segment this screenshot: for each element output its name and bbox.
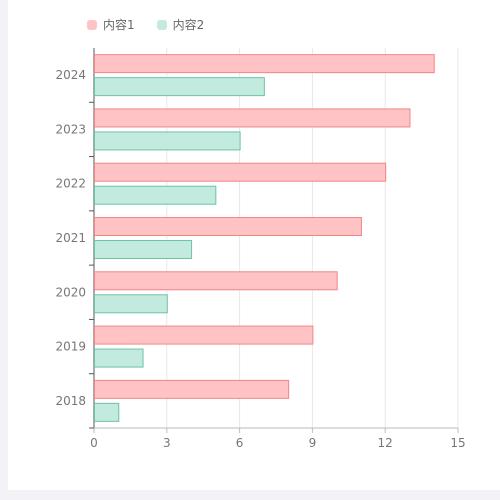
bar-series-2 xyxy=(94,240,193,259)
bar-series-2 xyxy=(94,185,217,205)
x-tick-label: 6 xyxy=(236,436,244,450)
bar-series-2 xyxy=(94,294,168,314)
bar-series-2 xyxy=(94,402,120,422)
legend-swatch-series-1 xyxy=(87,19,97,30)
bar-series-1 xyxy=(94,162,387,182)
bar-series-1 xyxy=(94,54,435,74)
legend-label-series-1: 内容1 xyxy=(103,18,135,32)
y-tick-label: 2022 xyxy=(55,177,86,191)
bar-series-1 xyxy=(94,379,290,399)
y-tick-label: 2023 xyxy=(55,122,86,136)
legend-item-series-2[interactable]: 内容2 xyxy=(156,16,205,33)
legend-label-series-2: 内容2 xyxy=(172,18,205,32)
chart-legend: 内容1 内容2 xyxy=(87,16,204,33)
bar-series-1 xyxy=(94,325,314,345)
legend-swatch-series-2 xyxy=(156,19,167,30)
x-tick-label: 15 xyxy=(450,436,465,450)
left-panel-edge xyxy=(0,0,8,500)
x-tick-label: 9 xyxy=(309,436,317,450)
y-tick-label: 2024 xyxy=(55,68,86,82)
y-tick-label: 2021 xyxy=(55,231,86,245)
legend-item-series-1[interactable]: 内容1 xyxy=(87,16,135,33)
bar-series-2 xyxy=(94,131,241,151)
bottom-panel-edge xyxy=(0,490,500,500)
bar-series-1 xyxy=(94,217,362,236)
x-tick-label: 12 xyxy=(378,436,393,450)
bar-series-2 xyxy=(94,348,144,368)
x-tick-label: 0 xyxy=(90,436,98,450)
bar-series-2 xyxy=(94,77,265,97)
y-tick-label: 2018 xyxy=(55,394,86,408)
bar-series-1 xyxy=(94,271,338,291)
y-tick-label: 2020 xyxy=(55,285,86,299)
y-tick-label: 2019 xyxy=(55,340,86,354)
bar-series-1 xyxy=(94,108,411,128)
x-tick-label: 3 xyxy=(163,436,171,450)
